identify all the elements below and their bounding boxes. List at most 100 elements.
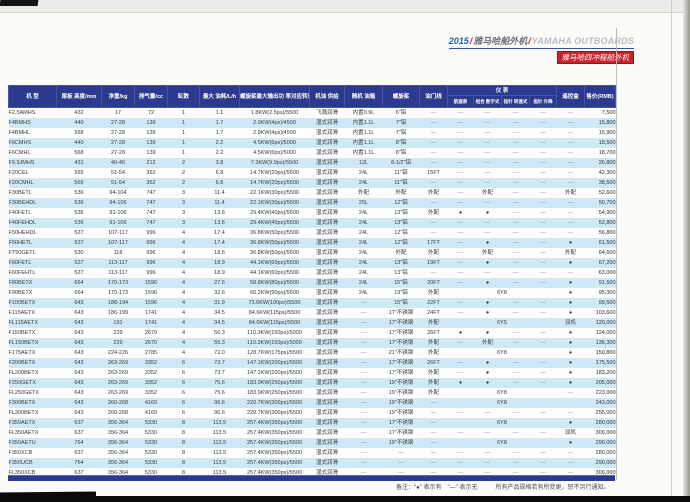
cell: 8	[167, 428, 200, 438]
cell: 996	[134, 268, 168, 278]
cell: —	[344, 468, 383, 478]
cell: —	[447, 408, 474, 418]
cell: 湿式润滑	[309, 218, 345, 228]
cell: 24L	[344, 218, 383, 228]
cell: F175AETX	[8, 348, 57, 358]
cell: 1	[167, 138, 200, 148]
cell: —	[556, 208, 585, 218]
cell: 280,000	[584, 418, 616, 428]
cell: ●	[473, 358, 502, 368]
cell: 湿式润滑	[309, 438, 345, 448]
cell: 139	[134, 148, 168, 158]
cell: —	[529, 308, 557, 318]
cell: 11"铝	[382, 178, 420, 188]
cell: —	[344, 418, 383, 428]
col-header-throttle: 油门线	[419, 85, 448, 108]
cell: —	[501, 338, 530, 348]
cell: 3352	[134, 378, 168, 388]
cell: 6Y8	[447, 388, 557, 398]
cell: —	[529, 178, 557, 188]
cell: —	[344, 298, 383, 308]
cell: —	[447, 468, 474, 478]
cell: 6.8	[199, 178, 240, 188]
cell: 91,500	[584, 278, 616, 288]
cell: ●	[447, 208, 474, 218]
cell: 224-226	[101, 348, 135, 358]
cell: 8	[167, 438, 200, 448]
cell: 120,000	[584, 318, 616, 328]
cell: 26,800	[584, 158, 616, 168]
cell: —	[501, 308, 530, 318]
table-row: F60FEHTL 527 113-117 996 4 18.9 44.1KW(60ps)/5…	[8, 268, 616, 278]
cell: 湿式润滑	[309, 288, 345, 298]
cell: 湿式润滑	[309, 248, 345, 258]
cell: 51-54	[101, 178, 135, 188]
cell: 2.2	[199, 148, 240, 158]
cell: 内置0.9L	[344, 107, 383, 118]
cell: —	[344, 458, 383, 468]
cell: —	[344, 358, 383, 368]
cell: 湿式润滑	[309, 378, 345, 388]
col-header-weight: 净重/kg	[101, 85, 135, 108]
cell: —	[447, 458, 474, 468]
cell: ●	[473, 368, 502, 378]
cell: —	[447, 118, 474, 128]
cell: 1.8KW(2.5ps)/5500	[239, 107, 310, 118]
cell: —	[501, 228, 530, 238]
cell: 530	[56, 248, 102, 258]
cell: 260-268	[101, 408, 135, 418]
cell: —	[419, 118, 448, 128]
col-header-model: 机 型	[8, 85, 57, 108]
cell: 50,700	[584, 198, 616, 208]
cell: —	[529, 198, 557, 208]
cell: F350AETX	[8, 418, 57, 428]
cell: 26FT	[419, 328, 448, 338]
cell: —	[447, 188, 474, 198]
cell: —	[344, 438, 383, 448]
cell: 6Y8	[447, 348, 557, 358]
cell: 12"铝	[382, 228, 420, 238]
cell: 205,000	[584, 378, 616, 388]
cell: 664	[56, 288, 102, 298]
cell: 107-117	[101, 238, 135, 248]
cell: 643	[56, 368, 102, 378]
cell: 11.4	[199, 188, 240, 198]
cell: —	[447, 338, 474, 348]
cell: —	[473, 228, 502, 238]
footer-note: 备注："●" 表示有 "—" 表示无 所有产品规格若有所变更，恕不另行通知。	[396, 484, 610, 492]
cell: 996	[134, 258, 168, 268]
cell: —	[447, 428, 474, 438]
col-header-cylinders: 缸数	[167, 85, 200, 108]
cell: FL350XCB	[8, 468, 57, 478]
cell: —	[529, 368, 557, 378]
cell: 61,500	[584, 238, 616, 248]
cell: —	[501, 258, 530, 268]
cell: 14.7KW(20ps)/5500	[239, 178, 310, 188]
cell: F4BMHS	[8, 118, 57, 128]
cell: —	[419, 107, 448, 118]
cell: —	[556, 148, 585, 158]
cell: 6"铝	[382, 107, 420, 118]
table-row: F350UCB 764 356-364 5330 8 113.5 257.4KW(350ps…	[8, 458, 616, 468]
cell: —	[447, 148, 474, 158]
table-row: F350AETU 764 356-364 5330 8 113.5 257.4KW(350p…	[8, 438, 616, 448]
cell: 22.1KW(30ps)/5500	[239, 188, 310, 198]
cell: —	[501, 128, 530, 138]
cell: 4	[167, 258, 200, 268]
cell: F250GETX	[8, 378, 57, 388]
cell: ●	[556, 358, 585, 368]
cell: ●	[556, 308, 585, 318]
cell: 18.5	[199, 248, 240, 258]
cell: —	[529, 468, 557, 478]
cell: —	[419, 218, 448, 228]
cell: 3352	[134, 368, 168, 378]
cell: F50HEHDL	[8, 228, 57, 238]
cell: 湿式润滑	[309, 428, 345, 438]
cell: —	[556, 138, 585, 148]
cell: ●	[473, 298, 502, 308]
cell: 72.0	[199, 348, 240, 358]
cell: 24L	[344, 178, 383, 188]
cell: 8	[167, 418, 200, 428]
cell: —	[529, 258, 557, 268]
